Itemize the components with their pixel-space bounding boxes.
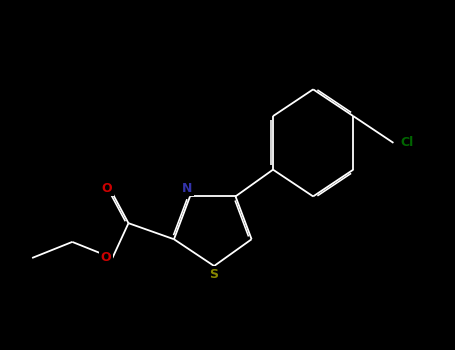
Text: N: N	[182, 182, 192, 195]
Text: O: O	[102, 182, 112, 195]
Text: O: O	[101, 251, 111, 265]
Text: Cl: Cl	[400, 136, 414, 149]
Text: S: S	[210, 267, 218, 281]
